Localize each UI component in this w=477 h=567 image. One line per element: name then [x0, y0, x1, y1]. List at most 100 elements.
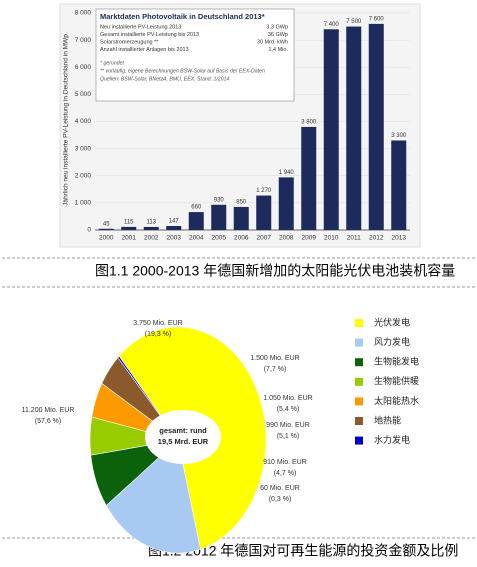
y-tick-label: 3 000	[75, 145, 92, 152]
legend-label: 生物能发电	[374, 356, 419, 367]
legend-swatch	[355, 397, 363, 406]
value-label: 7 600	[369, 16, 385, 22]
bar	[301, 126, 317, 230]
bar	[256, 195, 272, 230]
bar	[391, 140, 407, 230]
legend-label: 水力发电	[374, 434, 410, 445]
y-tick-label: 2 000	[75, 172, 92, 179]
value-label: 7 400	[324, 22, 340, 28]
y-tick-label: 1 000	[75, 200, 92, 207]
x-tick-label: 2013	[392, 235, 407, 242]
x-tick-label: 2005	[212, 235, 227, 242]
value-label: 1 940	[279, 170, 295, 176]
bar	[98, 228, 114, 230]
bar	[233, 206, 249, 230]
value-label: 115	[124, 219, 134, 225]
value-label: 147	[169, 219, 180, 225]
value-label: 1 270	[256, 188, 272, 194]
bar	[188, 212, 204, 230]
x-tick-label: 2008	[279, 235, 294, 242]
value-label: 850	[236, 200, 247, 206]
legend-label: 太阳能热水	[374, 395, 419, 406]
inset-row-label: Anzahl installierter Anlagen bis 2013	[100, 47, 189, 53]
x-tick-label: 2011	[347, 235, 361, 242]
y-tick-label: 4 000	[75, 118, 92, 125]
bar	[166, 226, 182, 230]
value-label: 3 300	[391, 133, 407, 139]
x-tick-label: 2009	[302, 235, 317, 242]
slice-percent-label: (5,1 %)	[277, 433, 300, 440]
legend-swatch	[355, 338, 363, 347]
y-tick-label: 5 000	[75, 91, 92, 98]
legend-label: 风力发电	[374, 336, 410, 347]
x-tick-label: 2012	[369, 235, 384, 242]
y-axis-label: Jährlich neu installierte PV-Leistung in…	[63, 34, 70, 206]
slice-percent-label: (0,3 %)	[269, 496, 292, 503]
pie-slice	[105, 439, 201, 554]
slice-value-label: 1.050 Mio. EUR	[263, 395, 312, 402]
x-tick-label: 2002	[144, 235, 159, 242]
inset-note: * gerundet	[100, 60, 124, 66]
x-tick-label: 2006	[234, 235, 249, 242]
inset-row-value: 30 Mrd. kWh	[257, 39, 288, 45]
inset-row-value: 36 GWp	[268, 32, 288, 38]
inset-row-value: 3,3 GWp	[266, 24, 288, 30]
inset-box	[95, 8, 295, 102]
value-label: 7 500	[346, 19, 362, 25]
value-label: 660	[191, 205, 202, 211]
bar	[211, 204, 227, 230]
slice-percent-label: (5,4 %)	[277, 406, 300, 413]
slice-value-label: 3.750 Mio. EUR	[133, 320, 182, 327]
bar	[121, 226, 137, 230]
legend-label: 生物能供暖	[374, 375, 419, 386]
legend-swatch	[355, 319, 363, 327]
caption: 图1.2 2012 年德国对可再生能源的投资金额及比例	[148, 543, 458, 559]
slice-value-label: 990 Mio. EUR	[266, 422, 310, 429]
slice-percent-label: (7,7 %)	[264, 366, 287, 373]
inset-row-label: Gesamt installierte PV-Leistung bis 2013	[100, 32, 199, 38]
bar	[368, 23, 384, 230]
legend-swatch	[355, 377, 363, 386]
center-label: 19,5 Mrd. EUR	[158, 437, 209, 446]
slice-value-label: 1.500 Mio. EUR	[250, 355, 299, 362]
x-tick-label: 2003	[167, 235, 182, 242]
value-label: 930	[214, 197, 225, 203]
inset-title: Marktdaten Photovoltaik in Deutschland 2…	[100, 12, 265, 21]
bar	[346, 26, 362, 230]
inset-row-label: Neu installierte PV-Leistung 2013	[100, 24, 181, 30]
y-tick-label: 6 000	[75, 64, 92, 71]
x-tick-label: 2001	[122, 235, 137, 242]
value-label: 45	[103, 221, 110, 227]
value-label: 113	[146, 220, 156, 226]
legend-label: 地热能	[374, 414, 401, 425]
bar	[143, 226, 159, 230]
center-label: gesamt: rund	[159, 426, 207, 435]
legend-swatch	[355, 358, 363, 367]
legend-swatch	[355, 417, 363, 425]
y-tick-label: 7 000	[75, 37, 92, 44]
caption: 图1.1 2000-2013 年德国新增加的太阳能光伏电池装机容量	[95, 263, 455, 279]
x-tick-label: 2000	[99, 235, 114, 242]
value-label: 3 800	[301, 120, 317, 126]
bar	[323, 29, 339, 231]
center-hole	[145, 410, 221, 464]
inset-note: ** vorläufig, eigene Berechnungen BSW-So…	[100, 68, 265, 74]
x-tick-label: 2004	[189, 235, 204, 242]
legend-swatch	[355, 436, 363, 445]
legend-label: 光伏发电	[374, 316, 410, 327]
slice-percent-label: (4,7 %)	[274, 470, 297, 477]
slice-value-label: 11.200 Mio. EUR	[22, 407, 75, 414]
x-tick-label: 2007	[257, 235, 272, 242]
bar	[278, 177, 294, 230]
x-tick-label: 2010	[324, 235, 339, 242]
y-tick-label: 8 000	[75, 10, 92, 17]
y-tick-label: 0	[87, 227, 91, 234]
slice-value-label: 910 Mio. EUR	[263, 459, 307, 466]
inset-note: Quellen: BSW-Solar, BNetzA, BMU, EEX, St…	[100, 76, 229, 82]
slice-percent-label: (19,3 %)	[145, 331, 171, 338]
inset-row-value: 1,4 Mio.	[268, 47, 288, 53]
inset-row-label: Solarstromerzeugung **	[100, 39, 159, 45]
slice-percent-label: (57,6 %)	[35, 418, 61, 425]
